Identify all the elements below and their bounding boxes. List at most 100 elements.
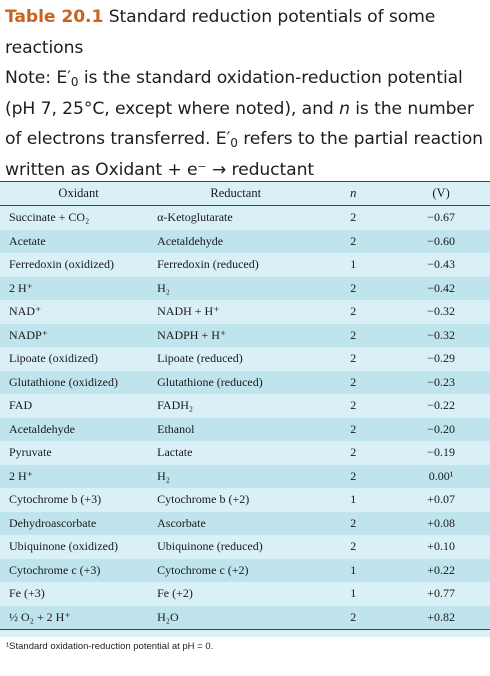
cell-volts: −0.32 <box>427 304 455 319</box>
cell-reductant: Acetaldehyde <box>157 229 315 253</box>
table-row: Ferredoxin (oxidized) Ferredoxin (reduced… <box>0 253 490 277</box>
cell-n: 2 <box>314 605 393 630</box>
cell-reductant: Ethanol <box>157 417 315 441</box>
cell-n: 1 <box>350 492 357 507</box>
cell-n: 1 <box>314 558 393 582</box>
cell-oxidant: Acetate <box>0 229 158 253</box>
table-row: 2 H⁺ H₂ 2 −0.42 <box>0 276 490 300</box>
table-row: Ubiquinone (oxidized) Ubiquinone (reduced… <box>0 535 490 559</box>
table-row: Pyruvate Lactate 2 −0.19 <box>0 441 490 465</box>
cell-oxidant: Succinate + CO₂ <box>9 210 90 225</box>
note-n: n <box>339 98 350 119</box>
cell-volts: +0.10 <box>427 539 455 554</box>
cell-reductant: H₂ <box>157 464 315 488</box>
cell-volts: −0.22 <box>427 398 455 413</box>
cell-volts: −0.19 <box>427 445 455 460</box>
cell-reductant: Glutathione (reduced) <box>157 370 315 394</box>
cell-volts: −0.29 <box>427 351 455 366</box>
cell-n: 2 <box>350 351 357 366</box>
table-footnote: ¹Standard oxidation-reduction potential … <box>6 641 214 652</box>
cell-reductant: NADPH + H⁺ <box>157 323 315 347</box>
cell-reductant: Lipoate (reduced) <box>157 351 243 366</box>
table-row: Fe (+3) Fe (+2) 1 +0.77 <box>0 582 490 606</box>
cell-n: 1 <box>350 257 357 272</box>
table-row: Glutathione (oxidized) Glutathione (reduc… <box>0 370 490 394</box>
table-row: 2 H⁺ H₂ 2 0.00¹ <box>0 464 490 488</box>
note-prefix: Note: E′ <box>5 68 71 88</box>
table-row: Dehydroascorbate Ascorbate 2 +0.08 <box>0 511 490 535</box>
cell-n: 2 <box>314 370 393 394</box>
note-body: is the standard oxidation-reduction pote… <box>5 68 463 119</box>
cell-n: 2 <box>350 445 357 460</box>
cell-reductant: FADH₂ <box>157 398 194 413</box>
cell-reductant: α-Ketoglutarate <box>157 210 233 225</box>
cell-reductant: Cytochrome c (+2) <box>157 558 315 582</box>
table-header-row: Oxidant Reductant n (V) <box>0 181 490 206</box>
table-row: NAD⁺ NADH + H⁺ 2 −0.32 <box>0 300 490 324</box>
cell-volts: −0.42 <box>392 276 490 300</box>
cell-reductant: Ubiquinone (reduced) <box>157 539 263 554</box>
cell-volts: +0.82 <box>392 605 490 630</box>
cell-n: 2 <box>350 539 357 554</box>
cell-oxidant: Lipoate (oxidized) <box>9 351 98 366</box>
cell-volts: +0.77 <box>427 586 455 601</box>
potentials-table-container: Oxidant Reductant n (V) Succinate + CO₂ α… <box>0 181 490 637</box>
cell-volts: +0.08 <box>392 511 490 535</box>
cell-oxidant: Fe (+3) <box>9 586 45 601</box>
cell-oxidant: NADP⁺ <box>0 323 158 347</box>
cell-oxidant: Cytochrome b (+3) <box>9 492 102 507</box>
cell-oxidant: 2 H⁺ <box>0 276 158 300</box>
cell-reductant: NADH + H⁺ <box>157 304 220 319</box>
cell-oxidant: 2 H⁺ <box>0 464 158 488</box>
cell-oxidant: Pyruvate <box>9 445 52 460</box>
cell-n: 2 <box>314 417 393 441</box>
header-n: n <box>314 181 393 206</box>
cell-oxidant: Ferredoxin (oxidized) <box>9 257 114 272</box>
cell-reductant: H₂ <box>157 276 315 300</box>
cell-oxidant: ½ O₂ + 2 H⁺ <box>0 605 158 630</box>
cell-volts: −0.60 <box>392 229 490 253</box>
cell-oxidant: Cytochrome c (+3) <box>0 558 158 582</box>
cell-volts: −0.67 <box>427 210 455 225</box>
header-volts: (V) <box>392 181 490 206</box>
cell-n: 2 <box>350 304 357 319</box>
cell-volts: +0.22 <box>392 558 490 582</box>
potentials-table: Oxidant Reductant n (V) Succinate + CO₂ α… <box>0 181 490 630</box>
table-row: NADP⁺ NADPH + H⁺ 2 −0.32 <box>0 323 490 347</box>
cell-oxidant: Acetaldehyde <box>0 417 158 441</box>
table-row: Succinate + CO₂ α-Ketoglutarate 2 −0.67 <box>0 206 490 230</box>
cell-volts: −0.20 <box>392 417 490 441</box>
table-row: Acetaldehyde Ethanol 2 −0.20 <box>0 417 490 441</box>
cell-volts: −0.23 <box>392 370 490 394</box>
cell-volts: +0.07 <box>427 492 455 507</box>
cell-reductant: H₂O <box>157 605 315 630</box>
table-row: Acetate Acetaldehyde 2 −0.60 <box>0 229 490 253</box>
table-row: Cytochrome b (+3) Cytochrome b (+2) 1 +0.07 <box>0 488 490 512</box>
cell-oxidant: Ubiquinone (oxidized) <box>9 539 118 554</box>
cell-volts: −0.43 <box>427 257 455 272</box>
note-body-3: refers to the partial reaction written a… <box>5 129 483 180</box>
cell-reductant: Ascorbate <box>157 511 315 535</box>
cell-reductant: Ferredoxin (reduced) <box>157 257 259 272</box>
cell-n: 2 <box>350 210 357 225</box>
cell-reductant: Lactate <box>157 445 193 460</box>
cell-n: 2 <box>314 323 393 347</box>
cell-n: 2 <box>314 276 393 300</box>
cell-n: 2 <box>314 229 393 253</box>
cell-n: 2 <box>314 511 393 535</box>
table-row: Lipoate (oxidized) Lipoate (reduced) 2 −0.2… <box>0 347 490 371</box>
table-row: Cytochrome c (+3) Cytochrome c (+2) 1 +0.22 <box>0 558 490 582</box>
table-label: Table 20.1 <box>5 7 104 27</box>
cell-oxidant: NAD⁺ <box>9 304 42 319</box>
cell-oxidant: FAD <box>9 398 33 413</box>
cell-n: 2 <box>350 398 357 413</box>
table-row: ½ O₂ + 2 H⁺ H₂O 2 +0.82 <box>0 605 490 630</box>
cell-oxidant: Glutathione (oxidized) <box>0 370 158 394</box>
cell-volts: −0.32 <box>392 323 490 347</box>
note-subscript-2: 0 <box>230 136 238 150</box>
header-oxidant: Oxidant <box>0 181 158 206</box>
cell-reductant: Fe (+2) <box>157 586 193 601</box>
cell-volts: 0.00¹ <box>392 464 490 488</box>
cell-n: 1 <box>350 586 357 601</box>
table-title: Standard reduction potentials of some re… <box>5 7 436 58</box>
